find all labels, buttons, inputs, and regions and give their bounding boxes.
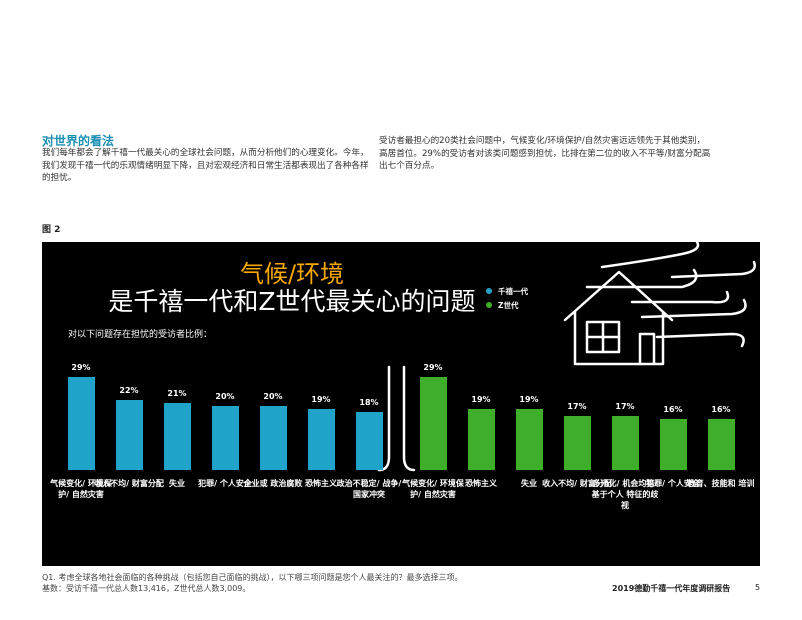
category-label: 恐怖主义 [465, 479, 497, 488]
title: 是千禧一代和Z世代最关心的问题 [108, 287, 476, 316]
page-number: 5 [755, 583, 761, 592]
value-label: 16% [663, 404, 683, 414]
category-label: 犯罪/ 个人安全 [646, 479, 700, 488]
category-label: 气候变化/ 环境保护/ 自然灾害 [50, 479, 112, 499]
bar [467, 409, 495, 470]
value-label: 19% [519, 395, 539, 405]
footnote: 基数：受访千禧一代总人数13,416，Z世代总人数3,009。 [42, 584, 251, 593]
bar [115, 399, 143, 470]
category-label: 企业或 政治腐败 [243, 479, 303, 488]
paragraph: 我们每年都会了解千禧一代最关心的全球社会问题，从而分析他们的心理变化。今年， 我… [42, 148, 369, 183]
category-label: 教育、技能和 培训 [687, 479, 755, 488]
bar [563, 415, 591, 470]
bar [355, 412, 383, 470]
category-label: 失业 [521, 479, 537, 488]
value-label: 20% [215, 392, 235, 401]
chart-panel: 气候/环境 是千禧一代和Z世代最关心的问题 对以下问题存在担忧的受访者比例： 千… [42, 242, 760, 566]
value-label: 17% [615, 401, 635, 411]
value-label: 16% [711, 404, 731, 414]
value-label: 18% [359, 398, 379, 408]
bar [307, 409, 335, 470]
category-label: 犯罪/ 个人安全 [198, 479, 252, 488]
bar [611, 415, 639, 470]
category-label: 恐怖主义 [305, 479, 337, 488]
category-label: 多元化/ 机会均等/ 基于个人 特征的歧视 [591, 479, 659, 510]
footnote: Q1. 考虑全球各地社会面临的各种挑战（包括您自己面临的挑战），以下哪三项问题是… [42, 573, 463, 582]
value-label: 29% [71, 363, 91, 373]
bar [419, 377, 447, 470]
value-label: 29% [423, 363, 443, 373]
value-label: 19% [311, 395, 331, 405]
legend-swatch [486, 302, 492, 308]
value-label: 19% [471, 395, 491, 405]
bar [163, 402, 191, 470]
paragraph: 受访者最担心的20类社会问题中，气候变化/环境保护/自然灾害远远领先于其他类别，… [379, 136, 711, 171]
category-label: 收入不均/ 财富分配 [94, 479, 164, 488]
figure-label: 图 2 [42, 225, 61, 235]
legend-label: 千禧一代 [498, 287, 528, 296]
decoration [377, 242, 756, 472]
footer-title: 2019德勤千禧一代年度调研报告 [612, 584, 731, 593]
heading: 对世界的看法 [42, 134, 115, 148]
value-label: 20% [263, 392, 283, 401]
bar [515, 409, 543, 470]
category-label: 失业 [169, 479, 185, 488]
title-highlight: 气候/环境 [239, 260, 345, 288]
legend-label: Z世代 [498, 301, 519, 310]
category-label: 政治不稳定/ 战争/ 国家冲突 [336, 479, 402, 499]
value-label: 21% [167, 388, 187, 398]
bar [67, 377, 95, 470]
value-label: 22% [119, 385, 139, 395]
category-label: 气候变化/ 环境保护/ 自然灾害 [402, 479, 464, 499]
bar [259, 406, 287, 470]
bar [659, 418, 687, 470]
subtitle: 对以下问题存在担忧的受访者比例： [68, 330, 213, 340]
value-label: 17% [567, 401, 587, 411]
legend-swatch [486, 288, 492, 294]
bar [211, 406, 239, 470]
bar [707, 418, 735, 470]
category-label: 收入不均/ 财富分配 [542, 479, 612, 488]
